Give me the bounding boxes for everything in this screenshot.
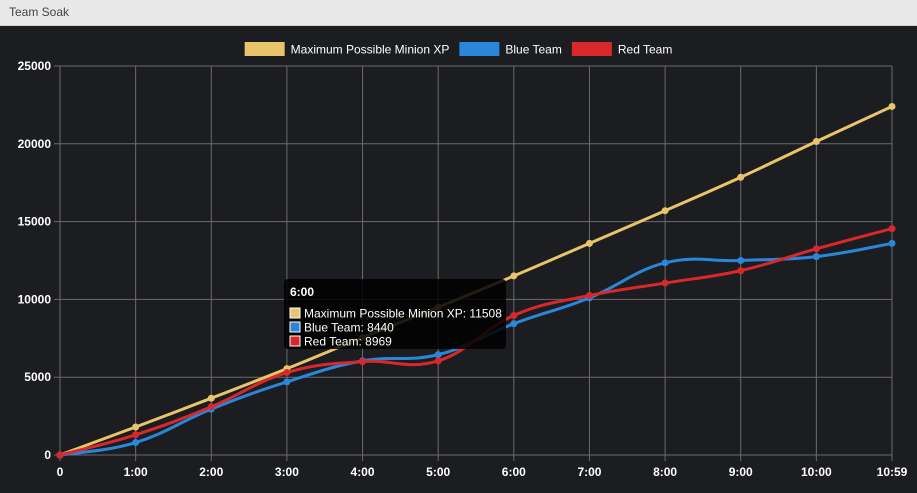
legend-swatch: [459, 42, 500, 56]
tooltip-line: Red Team: 8969: [304, 335, 392, 349]
tooltip-swatch: [289, 321, 301, 333]
y-tick-label: 25000: [18, 59, 52, 73]
data-point: [888, 239, 896, 247]
data-point: [56, 451, 64, 459]
tooltip-swatch: [289, 307, 301, 319]
data-point: [283, 378, 291, 386]
data-point: [737, 267, 745, 275]
x-tick-label: 8:00: [653, 465, 677, 479]
data-point: [661, 207, 669, 215]
x-tick-label: 7:00: [577, 465, 601, 479]
data-point: [888, 102, 896, 110]
x-tick-label: 0: [57, 465, 64, 479]
data-point: [812, 253, 820, 261]
y-tick-label: 20000: [18, 137, 52, 151]
legend-item-2[interactable]: Red Team: [571, 42, 672, 57]
team-soak-chart: 0 5000 10000 15000 20000 25000 0 1:00 2:00 3:00 4…: [18, 42, 908, 479]
window-titlebar: Team Soak: [0, 0, 917, 26]
legend-label: Maximum Possible Minion XP: [291, 43, 450, 57]
tooltip-line: Maximum Possible Minion XP: 11508: [304, 307, 502, 321]
x-tick-label: 9:00: [729, 465, 753, 479]
data-point: [585, 292, 593, 300]
data-point: [585, 239, 593, 247]
y-axis-ticks: 0 5000 10000 15000 20000 25000: [18, 59, 52, 462]
series-points: [56, 102, 896, 459]
tooltip-swatch: [289, 335, 301, 347]
chart-grid: [54, 65, 893, 461]
tooltip-box: [284, 279, 506, 349]
legend-label: Blue Team: [505, 43, 561, 57]
tooltip-title: 6:00: [290, 285, 314, 299]
y-tick-label: 5000: [24, 370, 51, 384]
data-point: [737, 173, 745, 181]
legend-item-0[interactable]: Maximum Possible Minion XP: [244, 42, 450, 57]
data-point: [661, 259, 669, 267]
legend-item-1[interactable]: Blue Team: [459, 42, 562, 57]
x-tick-label: 1:00: [124, 465, 148, 479]
x-tick-label: 3:00: [275, 465, 299, 479]
data-point: [434, 351, 442, 359]
data-point: [132, 439, 140, 447]
data-point: [132, 423, 140, 431]
data-point: [812, 137, 820, 145]
series-line-1: [58, 241, 894, 457]
y-tick-label: 0: [44, 448, 51, 462]
data-point: [132, 431, 140, 439]
data-point: [510, 311, 518, 319]
x-axis-ticks: 0 1:00 2:00 3:00 4:00 5:00 6:00 7:00 8:00 9:00 10:…: [57, 465, 908, 479]
window-title: Team Soak: [9, 5, 70, 19]
x-tick-label: 4:00: [351, 465, 375, 479]
chart-legend[interactable]: Maximum Possible Minion XP Blue Team Red T…: [244, 42, 673, 57]
x-tick-label: 6:00: [502, 465, 526, 479]
x-tick-label: 5:00: [426, 465, 450, 479]
data-point: [283, 369, 291, 377]
data-point: [434, 357, 442, 365]
data-point: [510, 272, 518, 280]
legend-swatch: [244, 42, 285, 56]
x-tick-label: 2:00: [199, 465, 223, 479]
legend-label: Red Team: [618, 43, 672, 57]
data-point: [207, 403, 215, 411]
y-tick-label: 15000: [18, 215, 52, 229]
legend-swatch: [571, 42, 612, 56]
data-point: [888, 225, 896, 233]
data-point: [207, 394, 215, 402]
data-point: [661, 279, 669, 287]
data-point: [812, 245, 820, 253]
y-tick-label: 10000: [18, 292, 52, 306]
data-point: [510, 320, 518, 328]
tooltip-line: Blue Team: 8440: [304, 321, 394, 335]
data-point: [737, 257, 745, 264]
x-tick-label: 10:00: [801, 465, 832, 479]
data-point: [359, 358, 367, 366]
chart-tooltip: 6:00 Maximum Possible Minion XP: 11508Blu…: [284, 279, 506, 349]
x-tick-label: 10:59: [877, 465, 908, 479]
